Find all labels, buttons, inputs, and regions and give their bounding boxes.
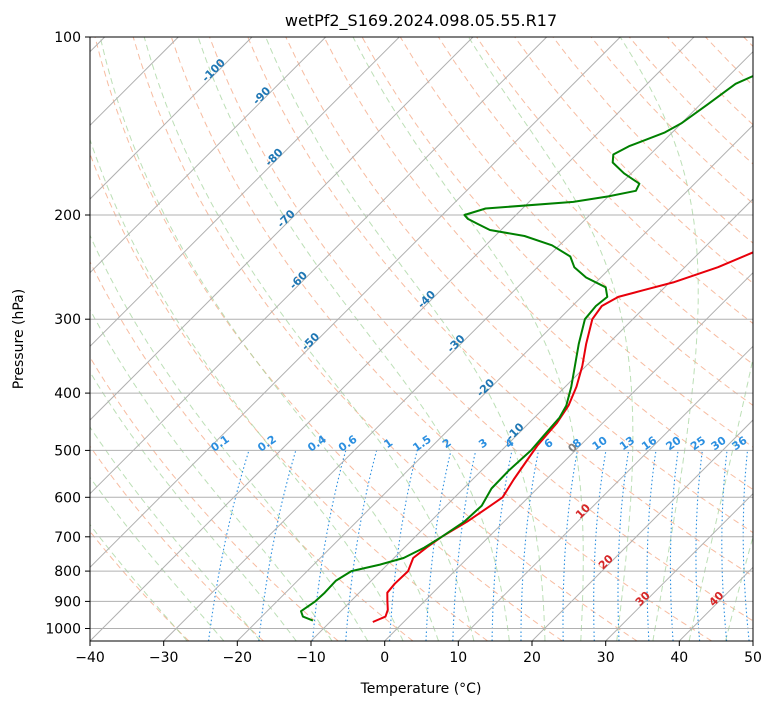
isotherm-line [236,124,753,641]
isotherm-line [90,37,400,348]
moist-adiabat-line [468,37,634,641]
mixing-ratio-lines [208,450,750,641]
x-axis: −40 −30 −20 −10 0 10 20 30 40 50 [75,641,762,666]
moist-adiabats [90,37,753,641]
x-tick-label: 20 [523,650,541,666]
profile-series [300,74,753,623]
isotherm-line [384,271,753,641]
isotherm-lines [90,37,753,641]
dry-adiabat-line [209,37,753,622]
moist-adiabat-line [619,37,699,641]
isotherm-line [90,37,548,495]
moist-adiabat-line [90,308,333,641]
chart-title: wetPf2_S169.2024.098.05.55.R17 [285,11,557,31]
x-axis-label: Temperature (°C) [360,681,482,697]
mixing-ratio-line [345,450,378,641]
moist-adiabat-line [90,138,404,641]
x-tick-label: 30 [597,650,615,666]
y-tick-label: 1000 [45,622,81,638]
y-tick-label: 200 [54,208,81,224]
y-tick-label: 500 [54,443,81,459]
x-tick-label: 0 [380,650,389,666]
y-tick-label: 900 [54,594,81,610]
plot-frame [89,36,754,642]
dry-adiabat-line [476,37,753,325]
moist-adiabat-line [143,37,475,641]
y-axis-label: Pressure (hPa) [11,289,27,389]
mixing-ratio-line [425,450,452,641]
dry-adiabat-line [94,37,563,641]
isotherm-line [531,419,753,641]
y-tick-label: 800 [54,564,81,580]
moist-adiabat-line [265,37,546,641]
dry-adiabats [90,37,753,641]
dry-adiabat-line [90,445,264,641]
isotherm-line [310,198,753,641]
y-tick-label: 100 [54,30,81,46]
y-tick-label: 600 [54,490,81,506]
dry-adiabat-line [323,37,753,491]
moist-adiabat-line [90,476,225,641]
dry-adiabat-line [247,37,753,577]
dry-adiabat-line [514,37,753,284]
x-tick-label: 40 [670,650,688,666]
dry-adiabat-line [170,37,712,641]
isotherm-line [90,37,253,200]
mixing-ratio-line [388,450,418,641]
moist-adiabat-line [352,37,584,641]
dry-adiabat-line [90,260,414,641]
x-tick-label: −30 [149,650,179,666]
isotherm-line [90,37,474,421]
mixing-ratio-line [311,450,347,641]
x-tick-label: −10 [296,650,326,666]
dry-adiabat-line [90,356,339,641]
isotherm-line [163,50,753,641]
isotherm-line [90,37,327,274]
isotherm-line [90,37,621,569]
dry-adiabat-line [285,37,753,534]
x-tick-label: 10 [449,650,467,666]
moist-adiabat-line [688,355,753,641]
y-axis: 100 200 300 400 500 600 700 800 900 1000 [45,30,90,638]
isotherm-line [90,37,695,641]
y-tick-label: 700 [54,530,81,546]
x-tick-label: −20 [223,650,253,666]
moist-adiabat-line [90,523,188,641]
moist-adiabat-line [90,426,261,641]
isotherm-line [457,345,753,641]
dry-adiabat-line [132,37,638,641]
dewpoint-profile-line [300,74,753,622]
y-tick-label: 300 [54,312,81,328]
x-tick-label: 50 [744,650,762,666]
moist-adiabat-line [197,37,510,641]
moist-adiabat-line [90,234,369,641]
moist-adiabat-line [99,37,439,641]
moist-adiabat-line [90,371,297,641]
isobar-gridlines [90,37,753,629]
mixing-ratio-line [452,450,477,641]
y-tick-label: 400 [54,386,81,402]
isotherm-line [605,492,753,641]
temperature-profile-line [372,251,753,623]
x-tick-label: −40 [75,650,105,666]
moist-adiabat-line [725,534,753,641]
